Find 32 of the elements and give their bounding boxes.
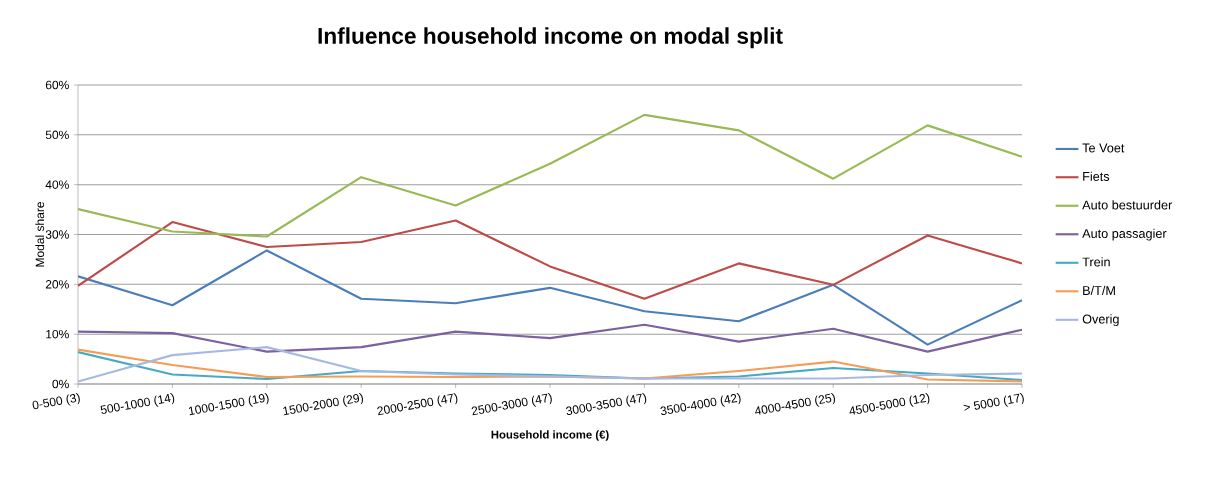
legend-label: B/T/M: [1083, 285, 1115, 296]
line-series: [78, 219, 1023, 300]
legend-label: Trein: [1082, 257, 1110, 267]
x-tick-label: 2000-2500 (47): [377, 393, 458, 416]
line-series: [78, 249, 1023, 346]
legend-label: Auto passagier: [1082, 228, 1167, 241]
x-axis-title: Household income (€): [491, 430, 609, 441]
legend-label: Te Voet: [1082, 143, 1125, 153]
line-series: [78, 113, 1023, 238]
x-tick-label: 2500-3000 (47): [471, 393, 552, 416]
x-tick-label: 1500-2000 (29): [283, 393, 364, 416]
y-tick-label: 40%: [45, 180, 69, 189]
x-tick-label: 4500-5000 (12): [849, 393, 930, 415]
x-tick-label: > 5000 (17): [963, 393, 1024, 411]
legend-label: Overig: [1082, 314, 1119, 327]
y-tick-label: 10%: [46, 329, 69, 339]
x-tick-label: 0-500 (3): [32, 393, 80, 410]
y-tick-label: 50%: [45, 130, 69, 140]
x-tick-label: 500-1000 (14): [100, 393, 175, 414]
y-tick-label: 30%: [45, 230, 69, 239]
x-tick-label: 1000-1500 (19): [188, 393, 269, 416]
x-tick-label: 4000-4500 (25): [755, 393, 836, 415]
line-series: [78, 323, 1023, 353]
y-tick-label: 0%: [52, 379, 69, 389]
legend-label: Auto bestuurder: [1082, 200, 1173, 210]
y-tick-label: 20%: [45, 280, 69, 289]
chart-title: Influence household income on modal split: [318, 27, 783, 49]
x-tick-label: 3500-4000 (42): [660, 393, 741, 415]
legend-label: Fiets: [1083, 171, 1110, 181]
y-tick-label: 60%: [45, 80, 69, 90]
x-tick-label: 3000-3500 (47): [566, 393, 647, 415]
y-axis-title: Modal share: [35, 202, 45, 267]
